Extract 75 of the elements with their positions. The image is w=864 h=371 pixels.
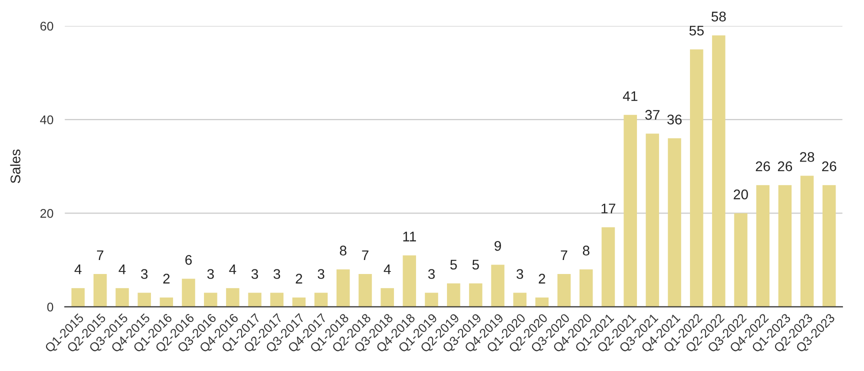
data-label: 20 bbox=[734, 190, 748, 200]
bar bbox=[535, 297, 549, 307]
bar bbox=[292, 297, 306, 307]
data-label: 7 bbox=[96, 250, 104, 260]
data-label: 26 bbox=[778, 161, 792, 172]
bar bbox=[314, 292, 328, 307]
bar bbox=[380, 288, 394, 307]
y-tick-label: 20 bbox=[40, 209, 54, 218]
data-label: 3 bbox=[428, 269, 435, 279]
y-tick-label: 60 bbox=[40, 22, 54, 31]
data-label: 4 bbox=[384, 264, 391, 274]
bar bbox=[336, 269, 350, 307]
bar bbox=[580, 269, 593, 307]
data-label: 3 bbox=[274, 269, 280, 279]
data-label: 26 bbox=[756, 161, 770, 172]
data-label: 5 bbox=[450, 260, 457, 270]
bar bbox=[226, 288, 240, 307]
data-label: 2 bbox=[163, 274, 170, 284]
bar bbox=[778, 185, 792, 307]
data-label: 36 bbox=[667, 114, 682, 124]
y-axis-title: Sales bbox=[10, 150, 20, 184]
bar bbox=[469, 283, 482, 307]
bar bbox=[602, 227, 615, 307]
data-label: 58 bbox=[712, 12, 726, 22]
y-tick-label: 0 bbox=[47, 302, 54, 312]
data-label: 3 bbox=[251, 269, 258, 279]
bar bbox=[270, 292, 284, 307]
bar bbox=[513, 292, 526, 307]
bar bbox=[94, 274, 107, 307]
bar bbox=[248, 292, 262, 307]
data-label: 8 bbox=[340, 246, 346, 256]
data-label: 7 bbox=[362, 250, 368, 260]
data-label: 2 bbox=[538, 274, 546, 284]
bar bbox=[712, 35, 726, 307]
data-label: 2 bbox=[296, 274, 302, 284]
bar bbox=[160, 297, 174, 307]
bar bbox=[402, 255, 416, 307]
bar bbox=[138, 292, 151, 307]
data-label: 3 bbox=[516, 269, 524, 279]
data-label: 4 bbox=[74, 264, 82, 274]
data-label: 55 bbox=[689, 26, 704, 36]
data-label: 26 bbox=[822, 161, 836, 172]
data-label: 3 bbox=[318, 269, 324, 279]
data-label: 5 bbox=[472, 260, 479, 270]
bar bbox=[424, 292, 438, 307]
bar bbox=[446, 283, 460, 307]
bar bbox=[182, 278, 196, 307]
bar bbox=[822, 185, 836, 307]
bar bbox=[734, 213, 748, 307]
data-label: 9 bbox=[494, 241, 501, 251]
bar bbox=[358, 274, 372, 307]
bar bbox=[624, 114, 637, 307]
y-tick-label: 40 bbox=[40, 115, 54, 124]
data-label: 3 bbox=[207, 269, 214, 279]
bar bbox=[71, 288, 85, 307]
bar bbox=[646, 134, 660, 307]
data-label: 28 bbox=[800, 152, 814, 162]
bar bbox=[800, 176, 814, 307]
data-label: 8 bbox=[582, 246, 590, 256]
data-label: 4 bbox=[118, 264, 126, 274]
data-label: 3 bbox=[140, 269, 148, 279]
data-label: 7 bbox=[560, 250, 568, 260]
data-label: 4 bbox=[229, 264, 236, 274]
data-label: 17 bbox=[602, 204, 616, 214]
bar bbox=[116, 288, 129, 307]
bar bbox=[756, 185, 770, 307]
bar bbox=[557, 274, 571, 307]
data-label: 37 bbox=[645, 110, 660, 120]
bar bbox=[204, 292, 218, 307]
data-label: 6 bbox=[185, 255, 192, 265]
data-label: 41 bbox=[622, 91, 638, 101]
data-label: 11 bbox=[403, 232, 416, 242]
bar bbox=[690, 49, 704, 307]
bar bbox=[668, 138, 682, 307]
bar bbox=[491, 264, 504, 307]
